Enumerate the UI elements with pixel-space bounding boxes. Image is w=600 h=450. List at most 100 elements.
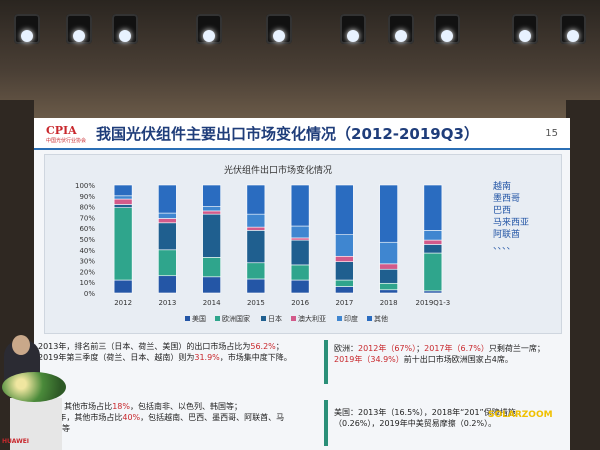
legend-label: 美国	[192, 314, 206, 323]
presentation-slide: CPIA 中国光伏行业协会 我国光伏组件主要出口市场变化情况（2012-2019…	[34, 118, 570, 450]
bar-segment	[379, 184, 398, 243]
bar-segment	[158, 275, 177, 294]
cpia-logo: CPIA 中国光伏行业协会	[46, 124, 87, 144]
bar-segment	[423, 290, 443, 294]
x-tick-label: 2016	[291, 299, 309, 307]
stacked-bar-chart: 光伏组件出口市场变化情况 0% 10% 20% 30% 40% 50% 60% 70% 80% 90…	[75, 164, 529, 323]
bar-segment	[423, 244, 443, 254]
note-accent-bar	[324, 340, 328, 384]
bar-segment	[290, 225, 310, 239]
note-europe: 欧洲：2012年（67%）；2017年（6.7%）只剩荷兰一席； 2019年（3…	[334, 344, 545, 364]
podium-stand	[10, 398, 62, 450]
stage-light-icon	[340, 14, 366, 44]
x-tick-label: 2019Q1-3	[415, 299, 450, 307]
bar-segment	[246, 213, 266, 228]
bar-segment	[290, 239, 310, 266]
x-tick-label: 2018	[380, 299, 398, 307]
legend-swatch	[215, 316, 220, 321]
stage-light-icon	[434, 14, 460, 44]
bar-segment	[290, 264, 310, 281]
annotation-label: 马来西亚	[493, 217, 529, 228]
x-tick-label: 2015	[247, 299, 265, 307]
bar-segment	[335, 255, 354, 262]
stage-light-icon	[560, 14, 586, 44]
bar-segment	[113, 184, 133, 197]
bar-segment	[246, 230, 266, 264]
bar-segment	[423, 252, 443, 292]
x-tick-label: 2014	[203, 299, 221, 307]
bar-segment	[158, 218, 177, 224]
chart-title: 光伏组件出口市场变化情况	[224, 164, 332, 176]
bar-segment	[335, 279, 354, 287]
stage-light-icon	[266, 14, 292, 44]
y-tick-label: 10%	[79, 279, 95, 287]
bar-segment	[113, 204, 133, 208]
bar-segment	[202, 276, 221, 294]
bar-segment	[202, 184, 221, 207]
y-tick-label: 80%	[79, 204, 95, 212]
note-concentration: 2013年，排名前三（日本、荷兰、美国）的出口市场占比为56.2%； 2019年…	[38, 342, 292, 362]
bar-segment	[379, 289, 398, 294]
bar-segment	[379, 263, 398, 270]
bar-segment	[335, 286, 354, 294]
annotation-label: 阿联酋	[493, 228, 520, 240]
annotation-label: 、、、、	[493, 242, 516, 252]
bar-segment	[202, 257, 221, 278]
bar-segment	[113, 198, 133, 205]
bar-segment	[113, 279, 133, 294]
y-tick-label: 0%	[84, 290, 95, 298]
legend-label: 印度	[344, 314, 358, 323]
bar-segment	[113, 195, 133, 200]
bar-segment	[158, 184, 177, 214]
bar-segment	[202, 206, 221, 212]
speaker-head	[12, 335, 30, 355]
note-usa: 美国：2013年（16.5%），2018年“201”保障措施 （0.26%），2…	[334, 408, 516, 428]
x-tick-label: 2012	[114, 299, 132, 307]
bar-segment	[379, 268, 398, 284]
bar-segment	[246, 278, 266, 294]
bar-segment	[246, 226, 266, 231]
y-tick-label: 30%	[79, 258, 95, 266]
annotation-label: 越南	[493, 180, 511, 192]
bar-segment	[158, 212, 177, 219]
stage-light-icon	[14, 14, 40, 44]
y-tick-label: 20%	[79, 268, 95, 276]
legend-label: 其他	[374, 314, 388, 323]
page-number: 15	[545, 128, 558, 139]
stage-light-icon	[512, 14, 538, 44]
stage-light-icon	[388, 14, 414, 44]
bar-segment	[113, 207, 133, 281]
bar-segment	[335, 184, 354, 235]
legend-label: 日本	[268, 314, 282, 323]
bar-segment	[423, 184, 443, 231]
legend-swatch	[261, 316, 266, 321]
bar-segment	[379, 282, 398, 291]
bar-segment	[423, 239, 443, 245]
legend-swatch	[337, 316, 342, 321]
y-tick-label: 40%	[79, 247, 95, 255]
y-tick-label: 60%	[79, 225, 95, 233]
note-other-markets: 13年，其他市场占比18%，包括南非、以色列、韩国等； 2019年，其他市场占比…	[38, 402, 285, 433]
solarzoom-watermark: SOLARZOOM	[488, 410, 553, 420]
bar-segment	[246, 184, 266, 215]
huawei-logo: HUAWEI	[2, 438, 30, 445]
bar-segment	[379, 241, 398, 265]
legend-swatch	[185, 316, 190, 321]
x-tick-label: 2013	[158, 299, 176, 307]
bar-segment	[335, 261, 354, 281]
bar-segment	[290, 237, 310, 241]
legend-swatch	[291, 316, 296, 321]
annotation-label: 墨西哥	[493, 193, 520, 204]
legend-swatch	[367, 316, 372, 321]
stage-light-icon	[66, 14, 92, 44]
y-tick-label: 90%	[79, 193, 95, 201]
bar-segment	[335, 234, 354, 257]
ceiling-background	[0, 0, 600, 118]
x-tick-label: 2017	[335, 299, 353, 307]
chart-panel: 光伏组件出口市场变化情况 0% 10% 20% 30% 40% 50% 60% 70% 80% 90…	[44, 154, 562, 334]
bar-segment	[202, 210, 221, 215]
legend-label: 欧洲国家	[222, 314, 250, 323]
y-tick-label: 50%	[79, 236, 95, 244]
stage-light-icon	[112, 14, 138, 44]
y-tick-label: 70%	[79, 214, 95, 222]
